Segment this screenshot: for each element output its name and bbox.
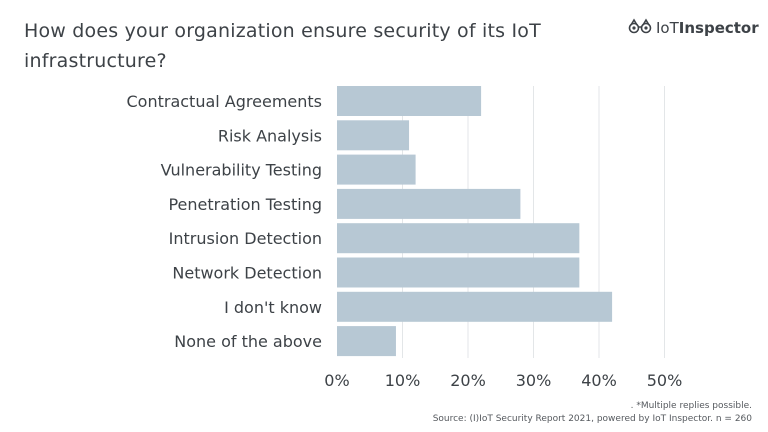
category-label: Contractual Agreements <box>127 92 323 111</box>
category-label: Intrusion Detection <box>169 229 322 248</box>
footnote-source: Source: (I)IoT Security Report 2021, pow… <box>432 414 752 424</box>
bar <box>337 291 613 322</box>
bar <box>337 257 580 288</box>
bar <box>337 154 416 185</box>
category-label: Penetration Testing <box>168 195 322 214</box>
iot-inspector-logo: IoTInspector <box>628 18 759 38</box>
x-tick-label: 0% <box>324 371 349 390</box>
bar <box>337 223 580 254</box>
category-label: Network Detection <box>172 264 322 283</box>
category-label: Vulnerability Testing <box>161 161 322 180</box>
logo-text-iot: IoT <box>656 19 679 37</box>
bar <box>337 326 396 357</box>
logo-text-inspector: Inspector <box>678 19 759 37</box>
x-tick-label: 50% <box>647 371 683 390</box>
bars <box>337 86 613 357</box>
binoculars-icon <box>628 18 652 38</box>
x-tick-label: 10% <box>385 371 421 390</box>
category-labels: Contractual Agreements Risk Analysis Vulne… <box>127 92 323 351</box>
logo-text: IoTInspector <box>656 19 759 37</box>
x-tick-labels: 0% 10% 20% 30% 40% 50% <box>324 371 682 390</box>
chart-title: How does your organization ensure securi… <box>24 20 541 72</box>
bar <box>337 86 482 116</box>
x-tick-label: 40% <box>581 371 617 390</box>
bar <box>337 188 521 219</box>
footnote-multiple-replies: . *Multiple replies possible. <box>630 401 752 411</box>
category-label: Risk Analysis <box>218 126 322 145</box>
category-label: None of the above <box>174 332 322 351</box>
bar <box>337 120 410 151</box>
x-tick-label: 20% <box>450 371 486 390</box>
category-label: I don't know <box>224 298 322 317</box>
x-tick-label: 30% <box>516 371 552 390</box>
